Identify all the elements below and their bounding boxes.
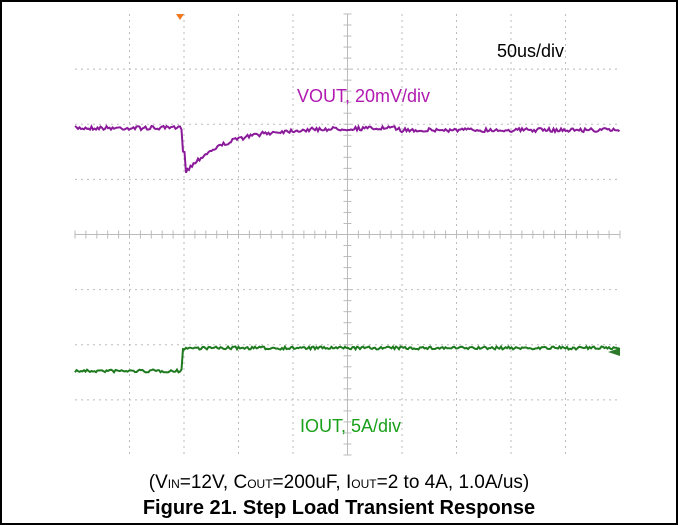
timebase-label: 50us/div xyxy=(497,41,564,61)
subscript: OUT xyxy=(351,477,377,491)
conditions: (VIN=12V, COUT=200uF, IOUT=2 to 4A, 1.0A… xyxy=(0,472,678,494)
subscript: IN xyxy=(167,477,180,491)
channel-marker xyxy=(608,348,620,356)
figure-title: Figure 21. Step Load Transient Response xyxy=(142,497,536,519)
iout-label: IOUT, 5A/div xyxy=(300,416,401,436)
condition-text: (V xyxy=(148,472,168,493)
vout-label: VOUT, 20mV/div xyxy=(297,86,430,106)
vout-trace xyxy=(74,124,621,174)
iout-trace xyxy=(74,344,621,374)
condition-text: =200uF, I xyxy=(272,472,352,493)
subscript: OUT xyxy=(247,477,273,491)
condition-text: =12V, C xyxy=(179,472,248,493)
condition-text: =2 to 4A, 1.0A/us) xyxy=(376,472,530,493)
scope-screen: 50us/div VOUT, 20mV/div IOUT, 5A/div xyxy=(74,13,621,456)
grid xyxy=(74,13,621,456)
trigger-marker xyxy=(176,14,184,20)
